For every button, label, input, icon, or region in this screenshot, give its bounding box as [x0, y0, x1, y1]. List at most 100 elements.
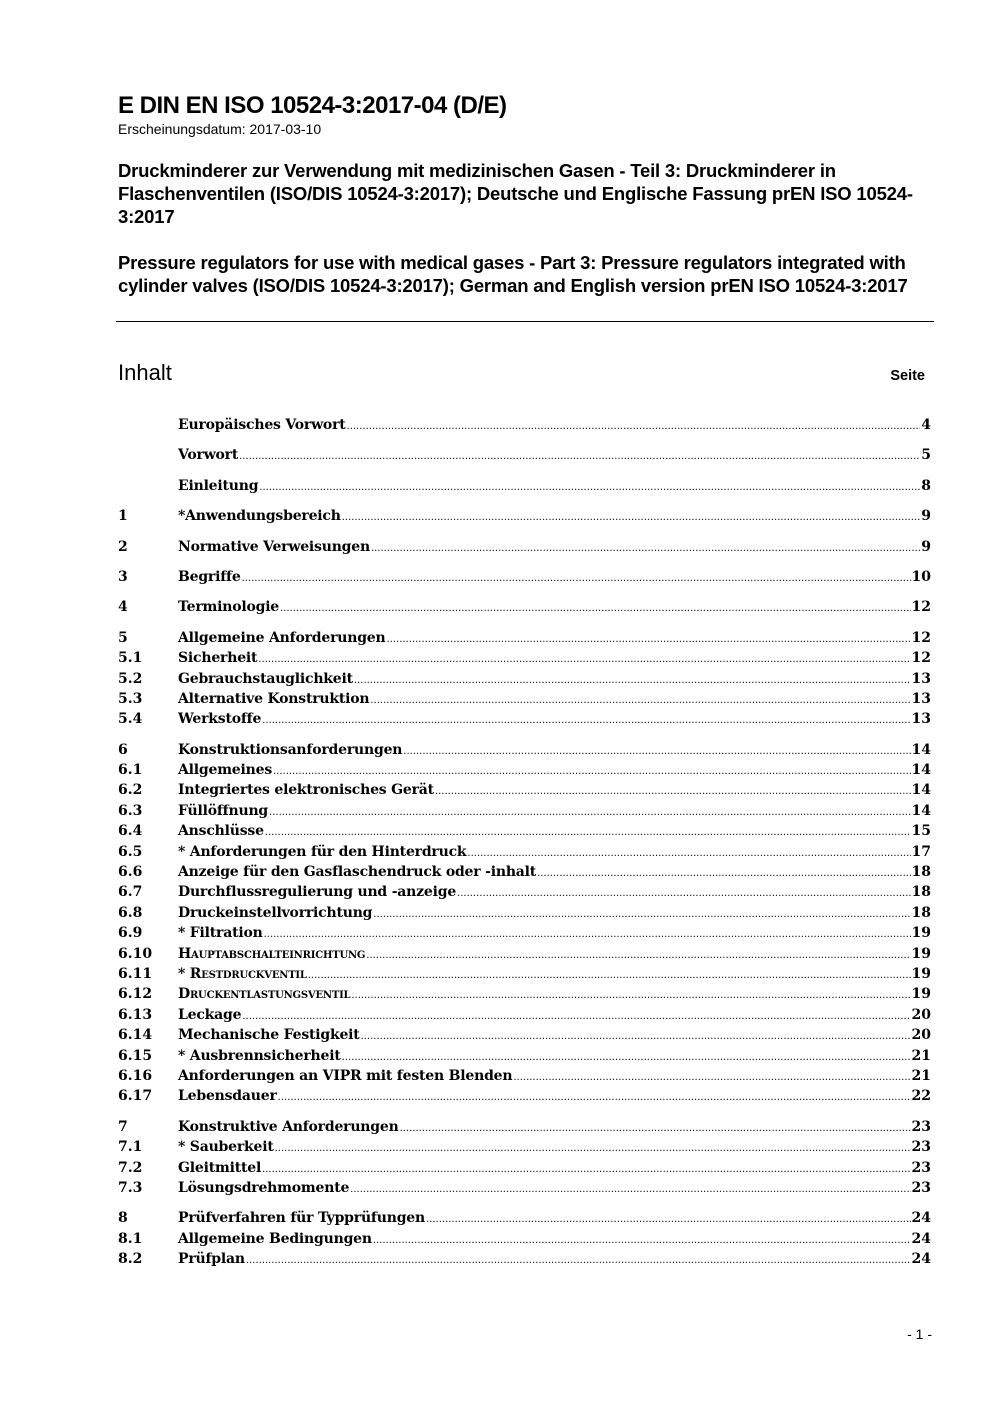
toc-entry-page: 20: [911, 1027, 931, 1044]
toc-entry-page: 22: [911, 1088, 931, 1105]
toc-entry-number: 5.4: [118, 711, 143, 728]
toc-dot-leader: [370, 691, 910, 707]
toc-entry-page: 19: [911, 925, 931, 942]
toc-dot-leader: [308, 966, 911, 982]
toc-entry-page: 19: [911, 945, 931, 962]
toc-entry-title: Begriffe: [178, 568, 241, 585]
title-english: Pressure regulators for use with medical…: [118, 252, 908, 296]
toc-entry[interactable]: 6.11 * Restdruckventil 19: [118, 966, 931, 986]
toc-entry-title: Durchflussregulierung und -anzeige: [178, 884, 457, 901]
toc-dot-leader: [513, 1068, 910, 1084]
toc-entry-page: 23: [911, 1139, 931, 1156]
toc-entry-page: 14: [911, 741, 931, 758]
toc-entry-number: 6.12: [118, 986, 153, 1003]
toc-entry[interactable]: 5.4 Werkstoffe 13: [118, 711, 931, 731]
toc-entry[interactable]: 6.9 * Filtration 19: [118, 925, 931, 945]
toc-entry-page: 14: [911, 782, 931, 799]
toc-entry-page: 21: [911, 1067, 931, 1084]
toc-entry-title: * Sauberkeit: [178, 1139, 274, 1156]
toc-entry[interactable]: 6.10 Hauptabschalteinrichtung 19: [118, 946, 931, 966]
toc-entry-number: 6.2: [118, 782, 143, 799]
toc-dot-leader: [239, 447, 920, 463]
toc-dot-leader: [537, 864, 910, 880]
toc-entry[interactable]: 6 Konstruktionsanforderungen 14: [118, 742, 931, 762]
toc-entry-number: 2: [118, 538, 128, 555]
toc-dot-leader: [264, 925, 911, 941]
toc-dot-leader: [242, 1007, 910, 1023]
toc-entry[interactable]: 6.7 Durchflussregulierung und -anzeige 18: [118, 884, 931, 904]
toc-entry-number: 6.16: [118, 1067, 153, 1084]
toc-entry-number: 6.11: [118, 965, 153, 982]
toc-entry[interactable]: 6.2 Integriertes elektronisches Gerät 14: [118, 782, 931, 802]
toc-entry[interactable]: 8.1 Allgemeine Bedingungen 24: [118, 1231, 931, 1251]
toc-entry-number: 6.4: [118, 823, 143, 840]
toc-entry[interactable]: 6.12 Druckentlastungsventil 19: [118, 986, 931, 1006]
toc-entry[interactable]: Vorwort 5: [118, 447, 931, 467]
toc-entry-title: Gebrauchstauglichkeit: [178, 670, 353, 687]
toc-dot-leader: [275, 1139, 911, 1155]
toc-entry-page: 12: [911, 650, 931, 667]
toc-entry[interactable]: 6.6 Anzeige für den Gasflaschendruck oder…: [118, 864, 931, 884]
toc-dot-leader: [426, 1210, 911, 1226]
toc-entry[interactable]: 5 Allgemeine Anforderungen 12: [118, 630, 931, 650]
toc-entry[interactable]: 6.15 * Ausbrennsicherheit 21: [118, 1048, 931, 1068]
toc-dot-leader: [351, 986, 910, 1002]
toc-entry[interactable]: 6.4 Anschlüsse 15: [118, 823, 931, 843]
toc-entry-page: 19: [911, 965, 931, 982]
toc-entry[interactable]: 6.13 Leckage 20: [118, 1007, 931, 1027]
toc-entry-title: *Anwendungsbereich: [178, 508, 341, 525]
toc-entry-number: 6.6: [118, 864, 143, 881]
toc-entry[interactable]: 5.1 Sicherheit 12: [118, 650, 931, 670]
toc-entry-page: 21: [911, 1047, 931, 1064]
toc-entry-number: 4: [118, 599, 128, 616]
toc-entry[interactable]: 7 Konstruktive Anforderungen 23: [118, 1119, 931, 1139]
toc-entry-number: 6.8: [118, 904, 143, 921]
toc-entry[interactable]: 6.14 Mechanische Festigkeit 20: [118, 1027, 931, 1047]
toc-entry-title: * Restdruckventil: [178, 965, 307, 982]
toc-entry-title: Sicherheit: [178, 650, 258, 667]
toc-entry[interactable]: 6.17 Lebensdauer 22: [118, 1088, 931, 1108]
toc-entry-number: 7: [118, 1118, 128, 1135]
toc-entry[interactable]: 4 Terminologie 12: [118, 599, 931, 619]
page-number: - 1 -: [907, 1326, 932, 1342]
toc-entry[interactable]: 5.3 Alternative Konstruktion 13: [118, 691, 931, 711]
toc-entry[interactable]: 6.3 Füllöffnung 14: [118, 803, 931, 823]
toc-entry-page: 18: [911, 904, 931, 921]
toc-entry[interactable]: 6.5 * Anforderungen für den Hinterdruck 17: [118, 844, 931, 864]
toc-entry-title: * Anforderungen für den Hinterdruck: [178, 843, 467, 860]
toc-entry-number: 5.1: [118, 650, 143, 667]
toc-entry[interactable]: 1 *Anwendungsbereich 9: [118, 508, 931, 528]
toc-entry-number: 5.2: [118, 670, 143, 687]
toc-entry[interactable]: 7.2 Gleitmittel 23: [118, 1160, 931, 1180]
toc-dot-leader: [457, 884, 910, 900]
toc-entry[interactable]: 6.1 Allgemeines 14: [118, 762, 931, 782]
toc-entry-number: 6.10: [118, 945, 153, 962]
toc-entry[interactable]: Einleitung 8: [118, 478, 931, 498]
toc-entry[interactable]: 8 Prüfverfahren für Typprüfungen 24: [118, 1210, 931, 1230]
toc-dot-leader: [366, 946, 910, 962]
toc-entry-page: 12: [911, 629, 931, 646]
toc-entry[interactable]: 7.1 * Sauberkeit 23: [118, 1139, 931, 1159]
toc-entry-number: 8.2: [118, 1251, 143, 1268]
toc-dot-leader: [342, 508, 921, 524]
toc-entry[interactable]: 5.2 Gebrauchstauglichkeit 13: [118, 671, 931, 691]
toc-entry[interactable]: 6.8 Druckeinstellvorrichtung 18: [118, 905, 931, 925]
toc-entry[interactable]: Europäisches Vorwort 4: [118, 417, 931, 437]
toc-entry-page: 13: [911, 711, 931, 728]
toc-entry-number: 6.14: [118, 1027, 153, 1044]
toc-dot-leader: [246, 1251, 911, 1267]
toc-entry-page: 24: [911, 1210, 931, 1227]
toc-dot-leader: [354, 671, 911, 687]
toc-entry-page: 23: [911, 1118, 931, 1135]
toc-entry-page: 8: [921, 477, 931, 494]
toc-entry[interactable]: 6.16 Anforderungen an VIPR mit festen Ble…: [118, 1068, 931, 1088]
toc-entry[interactable]: 2 Normative Verweisungen 9: [118, 539, 931, 559]
toc-dot-leader: [258, 650, 910, 666]
toc-entry-page: 18: [911, 884, 931, 901]
toc-dot-leader: [262, 1160, 910, 1176]
toc-entry-page: 15: [911, 823, 931, 840]
toc-entry[interactable]: 7.3 Lösungsdrehmomente 23: [118, 1180, 931, 1200]
toc-dot-leader: [259, 478, 920, 494]
toc-entry[interactable]: 3 Begriffe 10: [118, 569, 931, 589]
toc-entry[interactable]: 8.2 Prüfplan 24: [118, 1251, 931, 1271]
